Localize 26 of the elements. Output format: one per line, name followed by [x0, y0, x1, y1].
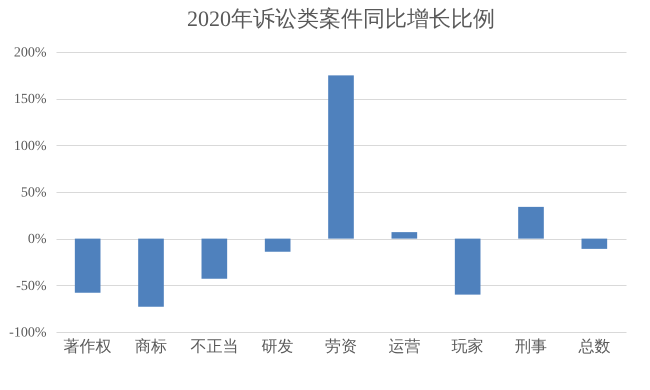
- bar: [264, 238, 290, 252]
- x-tick-label: 刑事: [515, 338, 547, 356]
- y-tick-label: -100%: [9, 326, 47, 340]
- x-tick-label: 玩家: [452, 338, 484, 356]
- x-tick-label: 商标: [135, 338, 167, 356]
- x-tick-label: 研发: [262, 338, 294, 356]
- bar: [454, 238, 480, 295]
- x-tick-label: 劳资: [325, 338, 357, 356]
- y-tick-label: 150%: [14, 92, 47, 108]
- y-tick-label: -50%: [16, 278, 47, 294]
- y-tick-label: 50%: [20, 186, 47, 200]
- x-tick-label: 总数: [577, 338, 610, 356]
- bar: [74, 238, 100, 293]
- chart-title: 2020年诉讼类案件同比增长比例: [187, 6, 495, 31]
- bar: [138, 238, 164, 307]
- bar: [582, 238, 608, 249]
- y-tick-label: 100%: [14, 138, 47, 154]
- y-tick-label: 200%: [14, 46, 47, 60]
- y-tick-label: 0%: [28, 232, 47, 248]
- bar: [392, 232, 418, 239]
- bar: [202, 238, 228, 279]
- x-tick-label: 著作权: [64, 338, 112, 356]
- bar: [518, 206, 544, 239]
- bar: [328, 75, 354, 239]
- x-tick-label: 不正当: [190, 338, 238, 356]
- x-tick-label: 运营: [388, 338, 420, 356]
